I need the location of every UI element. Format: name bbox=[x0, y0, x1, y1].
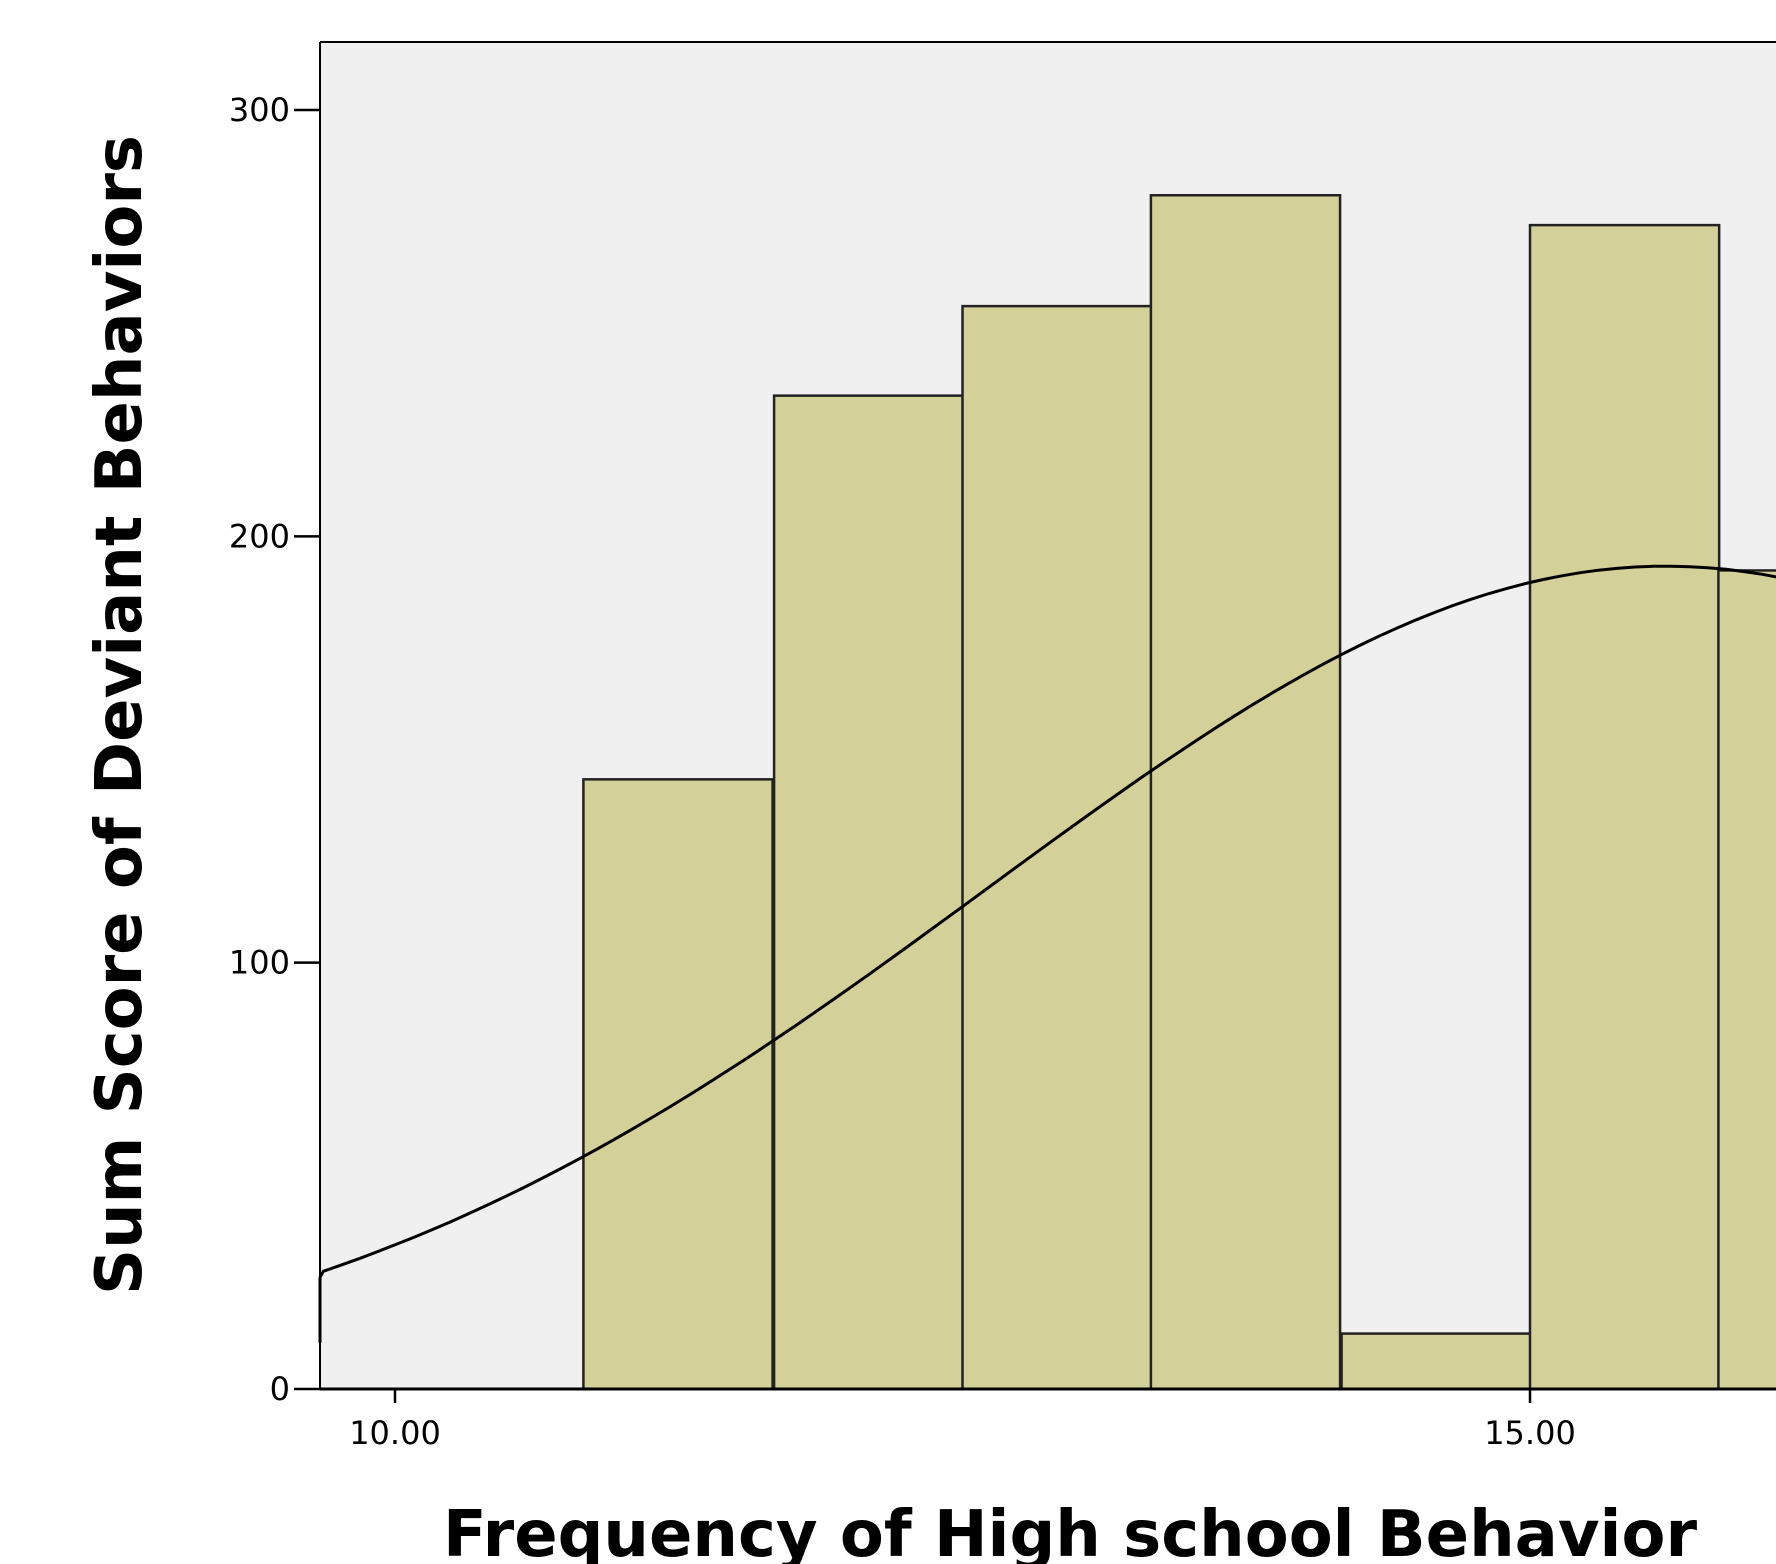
normal-curve bbox=[318, 564, 1776, 1343]
histogram-bar bbox=[1528, 223, 1721, 1391]
y-axis-title: Sum Score of Deviant Behaviors bbox=[83, 135, 157, 1295]
histogram-bars bbox=[582, 194, 1776, 1391]
histogram-bar bbox=[582, 778, 774, 1391]
histogram-bar bbox=[961, 304, 1153, 1391]
histogram-bar bbox=[1717, 569, 1776, 1391]
y-tick-label: 100 bbox=[229, 944, 290, 982]
histogram-bar bbox=[1149, 194, 1342, 1391]
y-tick-label: 200 bbox=[229, 517, 290, 555]
y-tick-label: 0 bbox=[270, 1370, 290, 1408]
x-tick-label: 10.00 bbox=[349, 1414, 441, 1452]
y-tick-label: 300 bbox=[229, 91, 290, 129]
y-axis-ticks: 0 100 200 300 bbox=[229, 91, 320, 1408]
histogram-bar bbox=[1340, 1332, 1532, 1391]
x-axis-title: Frequency of High school Behavior bbox=[443, 1498, 1697, 1564]
histogram-bar bbox=[772, 394, 965, 1391]
x-tick-label: 15.00 bbox=[1484, 1414, 1576, 1452]
